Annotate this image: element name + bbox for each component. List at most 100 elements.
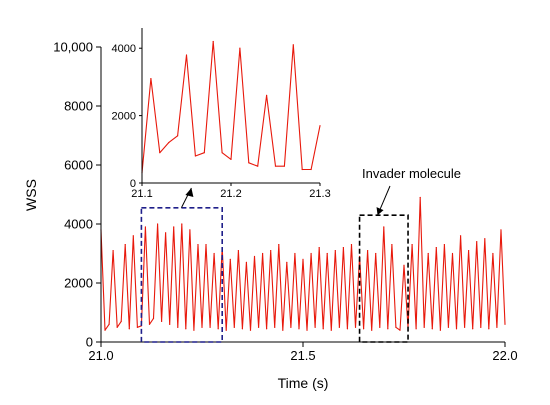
data-point bbox=[229, 258, 231, 260]
data-point bbox=[306, 329, 308, 331]
data-point bbox=[152, 317, 155, 319]
data-point bbox=[504, 323, 506, 325]
data-point bbox=[427, 252, 429, 255]
data-point bbox=[270, 249, 272, 252]
data-point bbox=[165, 232, 167, 234]
y-tick-label: 2000 bbox=[112, 110, 136, 122]
data-point bbox=[120, 320, 122, 322]
data-point bbox=[443, 244, 445, 246]
data-point bbox=[239, 47, 241, 49]
data-point bbox=[116, 326, 118, 328]
data-point bbox=[274, 326, 276, 328]
data-point bbox=[262, 252, 264, 255]
data-point bbox=[193, 329, 195, 331]
data-point bbox=[128, 328, 130, 330]
data-point bbox=[342, 247, 344, 249]
data-point bbox=[278, 244, 280, 246]
x-tick-label: 21.1 bbox=[131, 188, 152, 200]
data-point bbox=[203, 152, 205, 154]
data-point bbox=[201, 326, 203, 328]
data-point bbox=[451, 252, 454, 255]
data-point bbox=[371, 329, 373, 331]
x-tick-label: 21.0 bbox=[88, 348, 113, 363]
data-point bbox=[350, 244, 353, 246]
y-tick-label: 0 bbox=[130, 178, 136, 190]
data-point bbox=[330, 329, 332, 331]
data-point bbox=[423, 326, 425, 328]
data-point bbox=[225, 329, 227, 331]
data-point bbox=[301, 168, 303, 171]
data-point bbox=[363, 328, 365, 330]
y-tick-label: 10,000 bbox=[53, 40, 93, 55]
data-point bbox=[177, 135, 179, 137]
data-point bbox=[354, 326, 357, 328]
data-point bbox=[237, 249, 239, 252]
y-tick-label: 0 bbox=[86, 335, 93, 350]
zoom-arrow-head bbox=[185, 188, 194, 197]
data-point bbox=[173, 226, 175, 228]
data-point bbox=[415, 328, 417, 330]
data-point bbox=[286, 261, 288, 263]
data-point bbox=[391, 244, 393, 246]
data-point bbox=[194, 155, 196, 157]
y-tick-label: 4000 bbox=[64, 217, 93, 232]
data-point bbox=[253, 255, 256, 258]
y-tick-label: 4000 bbox=[112, 43, 136, 55]
data-point bbox=[302, 258, 304, 260]
data-point bbox=[217, 328, 219, 330]
data-point bbox=[144, 226, 147, 228]
data-point bbox=[290, 326, 292, 328]
x-tick-label: 22.0 bbox=[492, 348, 517, 363]
data-point bbox=[419, 196, 421, 199]
main-plot: 21.0 21.5 22.0 0 2000 4000 6000 8000 10,000 bbox=[53, 40, 517, 363]
data-point bbox=[185, 328, 187, 330]
data-point bbox=[346, 328, 349, 330]
data-point bbox=[455, 328, 458, 330]
data-point bbox=[298, 328, 300, 330]
x-tick-label: 21.2 bbox=[220, 188, 241, 200]
data-point bbox=[319, 125, 321, 127]
data-point bbox=[266, 94, 268, 96]
data-point bbox=[150, 77, 152, 80]
data-point bbox=[492, 252, 494, 255]
data-point bbox=[439, 329, 441, 331]
data-point bbox=[310, 252, 312, 255]
data-point bbox=[221, 152, 223, 154]
data-point bbox=[399, 329, 401, 331]
data-point bbox=[185, 54, 188, 56]
data-point bbox=[500, 229, 502, 231]
data-point bbox=[318, 247, 320, 249]
data-point bbox=[209, 326, 211, 328]
data-point bbox=[435, 247, 437, 249]
data-point bbox=[159, 152, 161, 154]
data-point bbox=[294, 252, 296, 255]
data-point bbox=[245, 261, 248, 263]
data-point bbox=[241, 328, 243, 330]
data-point bbox=[488, 328, 490, 330]
y-tick-label: 8000 bbox=[64, 99, 93, 114]
data-point bbox=[411, 244, 413, 246]
data-point bbox=[189, 229, 191, 231]
invader-region-box bbox=[358, 214, 409, 343]
data-point bbox=[403, 264, 405, 266]
data-point bbox=[383, 226, 385, 228]
data-point bbox=[464, 326, 466, 328]
data-point bbox=[310, 168, 312, 171]
data-point bbox=[334, 249, 336, 252]
data-point bbox=[112, 249, 114, 252]
data-point bbox=[257, 165, 259, 167]
series-line-0 bbox=[100, 196, 506, 331]
x-axis-label: Time (s) bbox=[278, 375, 329, 391]
data-point bbox=[283, 165, 285, 167]
x-tick-label: 21.3 bbox=[309, 188, 330, 200]
data-point bbox=[472, 328, 474, 330]
data-point bbox=[108, 323, 110, 325]
data-point bbox=[212, 40, 214, 43]
data-point bbox=[177, 326, 179, 328]
data-point bbox=[326, 252, 328, 255]
data-point bbox=[230, 158, 232, 161]
data-point bbox=[274, 165, 277, 167]
data-point bbox=[282, 329, 284, 331]
data-point bbox=[367, 249, 369, 252]
